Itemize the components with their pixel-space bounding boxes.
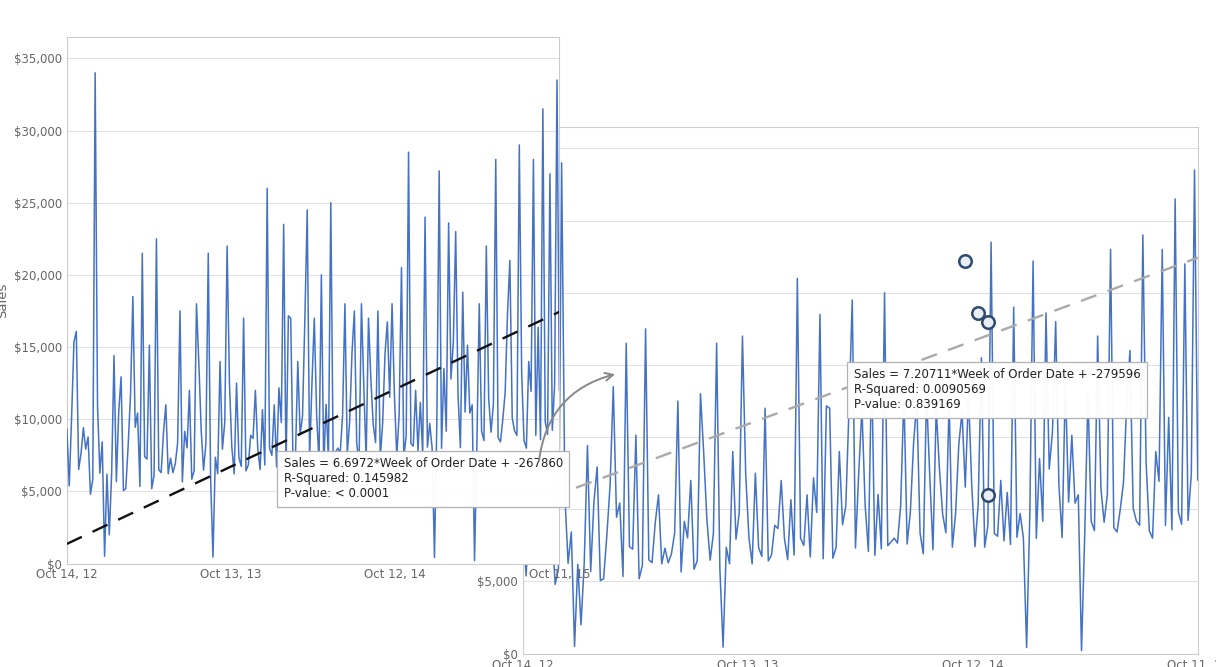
Text: Sales = 6.6972*Week of Order Date + -267860
R-Squared: 0.145982
P-value: < 0.000: Sales = 6.6972*Week of Order Date + -267… — [283, 458, 563, 500]
Y-axis label: Sales: Sales — [0, 282, 10, 318]
Y-axis label: Sales: Sales — [452, 372, 466, 408]
Text: Sales = 7.20711*Week of Order Date + -279596
R-Squared: 0.0090569
P-value: 0.839: Sales = 7.20711*Week of Order Date + -27… — [854, 368, 1141, 412]
FancyArrowPatch shape — [539, 373, 613, 461]
